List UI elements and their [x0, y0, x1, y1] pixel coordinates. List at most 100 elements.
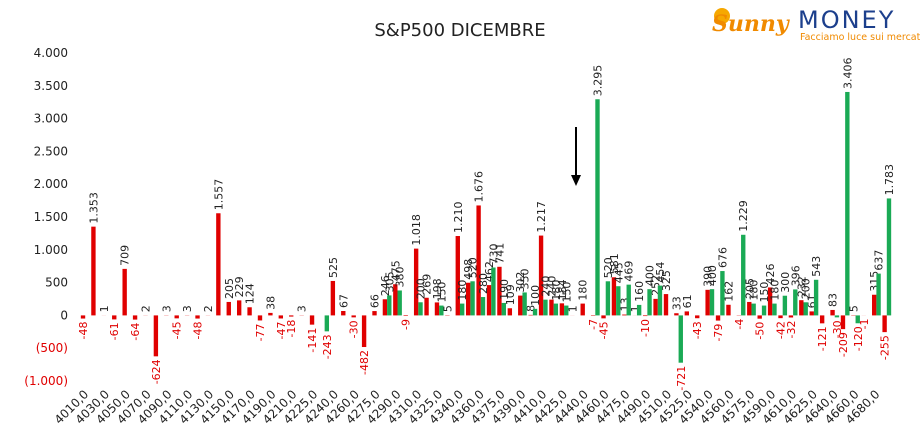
bar [674, 313, 679, 316]
data-label: -79 [712, 324, 725, 342]
bar [393, 284, 398, 316]
bar [278, 315, 283, 319]
data-label: 350 [519, 268, 532, 289]
data-label: -45 [171, 321, 184, 339]
data-label: 498 [462, 259, 475, 280]
data-label: 1.557 [212, 179, 225, 211]
arrow-head [571, 175, 581, 186]
bar [522, 292, 527, 316]
bar [309, 315, 315, 325]
logo-brand: MONEY [798, 6, 895, 34]
data-label: 305 [383, 271, 396, 292]
logo-tagline: Facciamo luce sui mercati [800, 32, 920, 43]
bar [626, 284, 631, 316]
data-label: 380 [394, 266, 407, 287]
data-label: -1 [858, 318, 871, 329]
bar [418, 302, 423, 316]
bar [726, 304, 731, 316]
bar [553, 303, 559, 316]
bar [813, 279, 819, 316]
data-label: -42 [775, 321, 788, 339]
data-label: 150 [758, 282, 771, 303]
data-label: 445 [612, 262, 625, 283]
data-label: 676 [716, 247, 729, 268]
data-label: 109 [504, 284, 517, 305]
y-tick-label: 1.000 [34, 243, 68, 257]
bar [720, 271, 725, 316]
data-label: 124 [244, 283, 257, 304]
bar [653, 298, 658, 316]
data-label: -9 [400, 319, 413, 330]
bar [595, 99, 600, 316]
bar [845, 91, 850, 316]
data-label: 180 [456, 280, 469, 301]
data-label: 1 [566, 305, 579, 312]
data-label: 3 [181, 305, 194, 312]
bar [642, 315, 648, 317]
y-tick-label: 2.000 [34, 177, 68, 191]
data-label: 543 [810, 256, 823, 277]
bar [559, 303, 565, 316]
bar [532, 308, 538, 316]
data-label: 1.217 [535, 201, 548, 233]
bar [397, 290, 402, 316]
bar [476, 205, 481, 316]
data-label: 400 [644, 265, 657, 286]
bar [382, 299, 388, 316]
data-label: 229 [233, 276, 246, 297]
bar [91, 226, 96, 316]
bar [538, 235, 544, 316]
bar [216, 213, 221, 316]
bar [876, 273, 881, 316]
bar [351, 315, 356, 318]
bar [601, 315, 606, 319]
bar [772, 303, 777, 316]
data-label: 3.295 [591, 65, 604, 97]
data-label: 200 [415, 278, 428, 299]
bar [747, 301, 752, 316]
data-label: 1 [629, 305, 642, 312]
bar [580, 303, 585, 316]
bar [543, 299, 548, 316]
y-tick-label: 1.500 [34, 210, 68, 224]
data-label: -77 [254, 323, 267, 341]
data-label: 300 [779, 272, 792, 293]
data-label: 190 [498, 279, 511, 300]
data-label: -141 [306, 328, 319, 353]
bar [501, 302, 506, 316]
data-label: 1.783 [883, 164, 896, 196]
bar [709, 289, 715, 316]
data-label: 8 [525, 305, 538, 312]
y-tick-label: 2.500 [34, 144, 68, 158]
bar [767, 287, 773, 316]
bar [174, 315, 179, 319]
bar [803, 302, 808, 316]
data-label: 3 [160, 305, 173, 312]
data-label: 100 [529, 285, 542, 306]
data-label: -209 [837, 332, 850, 357]
bar [528, 314, 533, 316]
bar [882, 315, 887, 333]
bar [564, 305, 569, 316]
bar [819, 315, 825, 324]
bar [387, 295, 392, 316]
bar [663, 294, 669, 316]
y-tick-label: 0 [60, 308, 68, 322]
bar [439, 305, 444, 316]
data-label: 180 [748, 280, 761, 301]
bar [799, 300, 804, 316]
data-label: 520 [467, 257, 480, 278]
bar [434, 302, 440, 316]
data-label: 180 [577, 280, 590, 301]
bar [647, 289, 652, 316]
bar [518, 295, 523, 316]
bar [257, 315, 263, 321]
bar [497, 266, 502, 316]
y-tick-label: (500) [36, 341, 68, 355]
bar [424, 297, 429, 316]
data-label: -482 [358, 350, 371, 375]
data-label: -121 [816, 326, 829, 351]
data-label: -48 [77, 322, 90, 340]
bar [886, 198, 892, 316]
bar [793, 289, 798, 316]
